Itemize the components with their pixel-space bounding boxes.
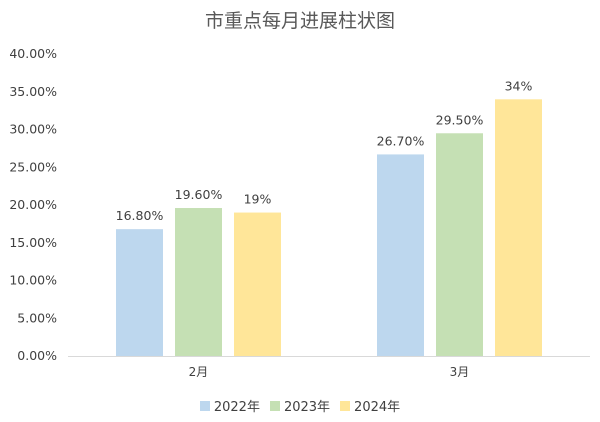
bar: [377, 154, 424, 356]
y-tick-label: 15.00%: [9, 235, 57, 250]
y-tick-label: 40.00%: [9, 46, 57, 61]
legend: 2022年 2023年 2024年: [0, 396, 600, 415]
legend-label-2022: 2022年: [213, 400, 260, 415]
x-tick-label: 3月: [450, 365, 470, 379]
legend-swatch-2024: [340, 400, 351, 411]
data-label: 16.80%: [116, 208, 164, 223]
legend-item-2023: 2023年: [269, 396, 331, 415]
chart-title: 市重点每月进展柱状图: [204, 10, 395, 32]
bar: [175, 208, 222, 356]
bar: [495, 99, 542, 357]
data-label: 19.60%: [175, 187, 223, 202]
legend-label-2024: 2024年: [354, 400, 401, 415]
y-tick-label: 0.00%: [17, 348, 57, 363]
bar: [436, 133, 483, 356]
bar: [116, 229, 163, 356]
data-label: 29.50%: [436, 112, 484, 127]
y-tick-label: 5.00%: [17, 310, 57, 325]
legend-label-2023: 2023年: [283, 400, 331, 415]
x-tick-label: 2月: [189, 365, 209, 379]
data-label: 34%: [505, 78, 533, 93]
y-tick-label: 35.00%: [9, 84, 57, 99]
data-label: 26.70%: [377, 133, 425, 148]
legend-swatch-2023: [269, 400, 280, 411]
y-tick-label: 25.00%: [9, 159, 57, 174]
y-tick-label: 10.00%: [9, 273, 57, 288]
y-tick-label: 20.00%: [9, 197, 57, 212]
legend-item-2024: 2024年: [340, 396, 400, 415]
legend-swatch-2022: [199, 400, 210, 411]
y-tick-label: 30.00%: [9, 122, 57, 137]
bar: [234, 212, 281, 356]
legend-item-2022: 2022年: [199, 396, 260, 415]
data-label: 19%: [244, 192, 272, 207]
